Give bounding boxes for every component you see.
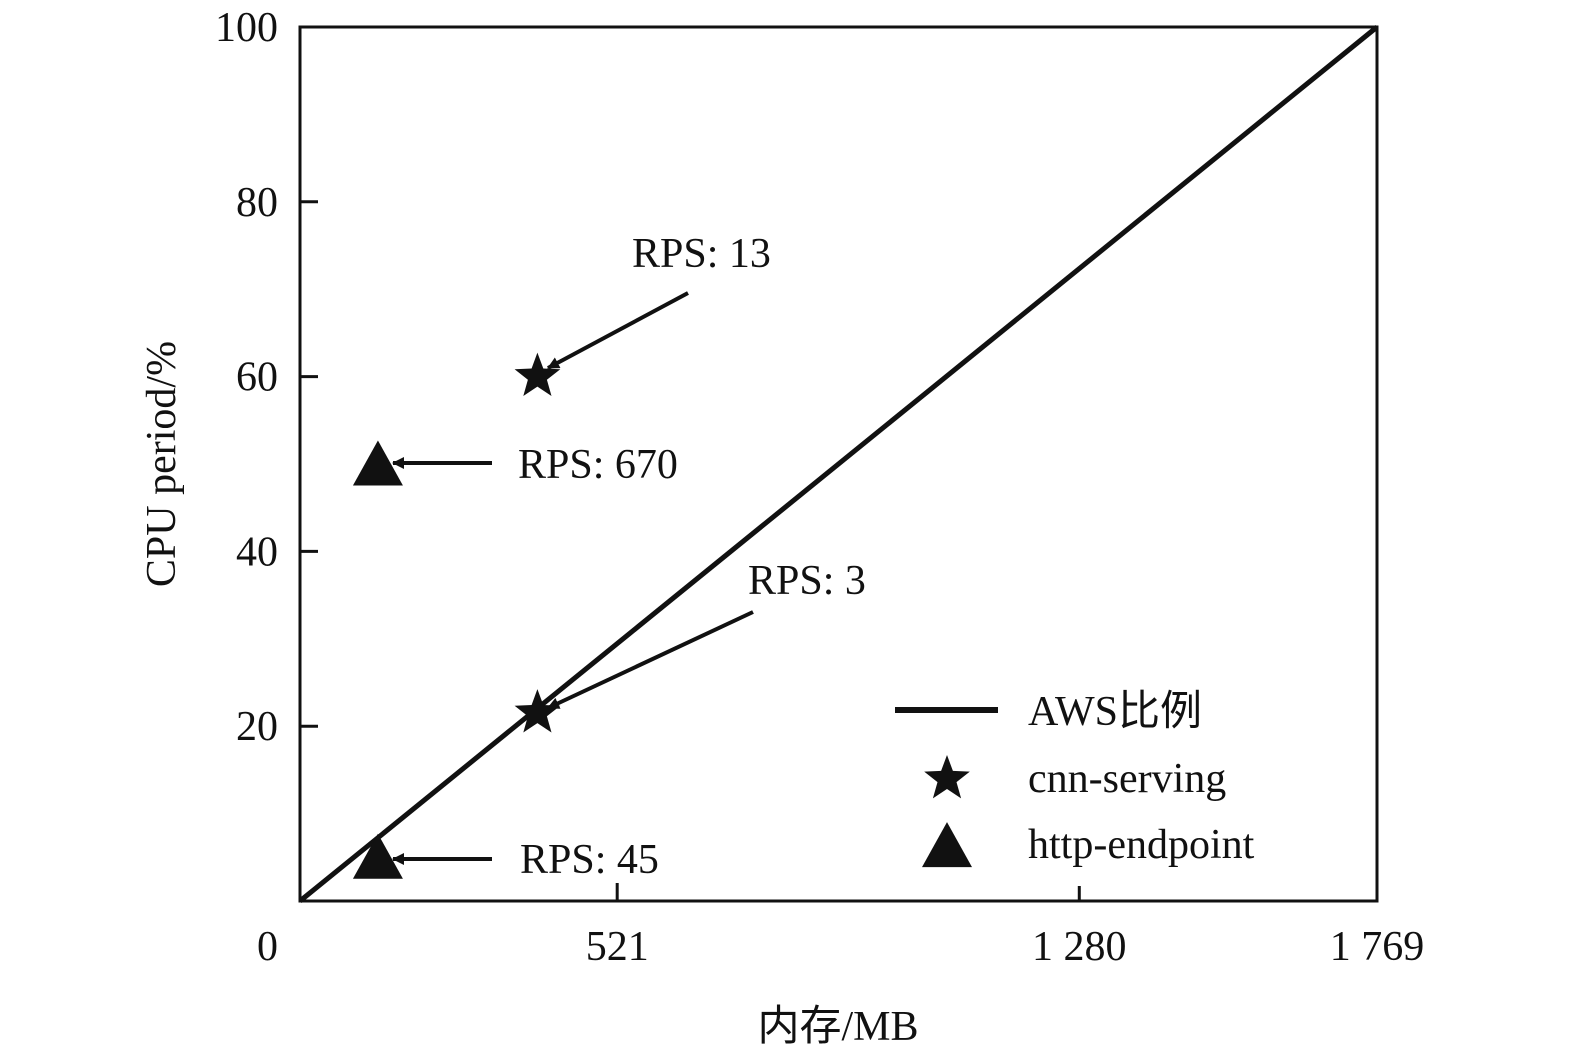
annotation-arrow	[547, 291, 689, 370]
annotation-label: RPS: 13	[632, 231, 771, 277]
plot-area-frame	[298, 25, 1379, 903]
annotation-arrow	[547, 610, 754, 710]
legend-label-aws: AWS比例	[1028, 689, 1202, 735]
legend-label-http-endpoint: http-endpoint	[1028, 822, 1255, 868]
y-tick-label: 20	[236, 704, 278, 750]
legend-star-icon	[924, 755, 970, 799]
y-tick-label: 60	[236, 355, 278, 401]
y-tick-label: 80	[236, 180, 278, 226]
annotation-label: RPS: 45	[520, 837, 659, 883]
x-axis-title: 内存/MB	[757, 1004, 918, 1050]
y-tick-label: 100	[215, 5, 278, 51]
aws-ratio-line	[298, 25, 1379, 903]
triangle-point	[352, 833, 403, 879]
x-tick-label: 521	[586, 924, 649, 970]
y-axis: 20 40 60 80 100	[215, 5, 318, 750]
annotation-label: RPS: 670	[518, 442, 678, 488]
series-layer	[298, 25, 1379, 903]
triangle-point	[352, 440, 403, 486]
x-tick-label: 0	[257, 924, 278, 970]
y-axis-title: CPU period/%	[139, 341, 185, 587]
legend: AWS比例 cnn-serving http-endpoint	[888, 680, 1353, 886]
star-point	[514, 352, 561, 396]
legend-box	[888, 680, 1353, 886]
annotation-label: RPS: 3	[748, 558, 866, 604]
star-point	[514, 689, 561, 733]
x-tick-label: 1 769	[1330, 924, 1425, 970]
legend-triangle-icon	[922, 822, 972, 868]
legend-label-cnn-serving: cnn-serving	[1028, 756, 1226, 802]
x-tick-label: 1 280	[1032, 924, 1127, 970]
y-tick-label: 40	[236, 529, 278, 575]
x-axis: 0 521 1 280 1 769	[257, 883, 1424, 970]
annotations: RPS: 13 RPS: 670 RPS: 3 RPS: 45	[392, 231, 866, 883]
